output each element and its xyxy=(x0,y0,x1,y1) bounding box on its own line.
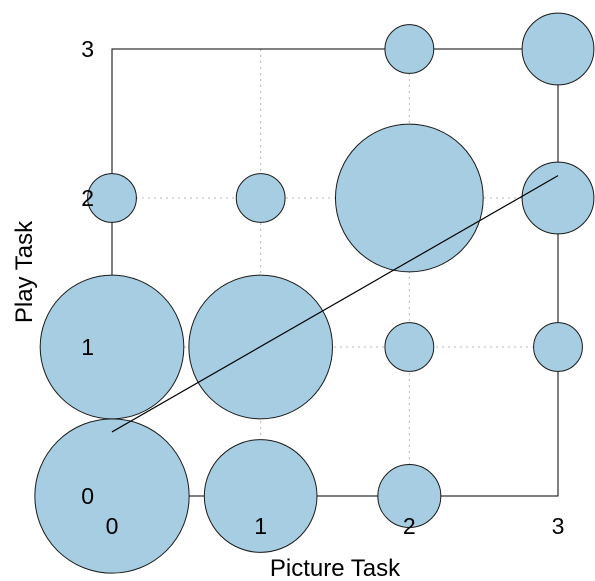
bubbles xyxy=(34,12,595,574)
y-tick-label: 0 xyxy=(81,483,94,509)
bubble-point xyxy=(39,274,185,420)
bubble-point xyxy=(334,123,484,273)
bubble-point xyxy=(384,24,435,74)
x-tick-label: 3 xyxy=(552,513,565,539)
x-axis-label: Picture Task xyxy=(270,555,401,581)
y-tick-label: 3 xyxy=(81,36,94,62)
y-axis-label: Play Task xyxy=(11,220,38,323)
bubble-point xyxy=(521,12,595,86)
x-tick-label: 2 xyxy=(403,513,416,539)
y-tick-label: 1 xyxy=(81,334,94,360)
y-tick-label: 2 xyxy=(81,185,94,211)
bubble-point xyxy=(384,322,435,372)
x-tick-labels: 0 1 2 3 xyxy=(106,513,565,539)
trend-line xyxy=(111,175,559,433)
bubble-point xyxy=(34,418,190,574)
bubble-point xyxy=(203,439,318,553)
x-tick-label: 1 xyxy=(254,513,267,539)
bubble-point xyxy=(533,322,583,372)
plot-frame xyxy=(111,48,559,497)
y-tick-labels: 0 1 2 3 xyxy=(81,36,94,509)
x-tick-label: 0 xyxy=(106,513,119,539)
bubble-point xyxy=(377,464,442,528)
bubble-point xyxy=(87,173,137,223)
bubble-point xyxy=(235,173,286,223)
bubble-point xyxy=(521,161,595,235)
grid xyxy=(111,48,559,497)
